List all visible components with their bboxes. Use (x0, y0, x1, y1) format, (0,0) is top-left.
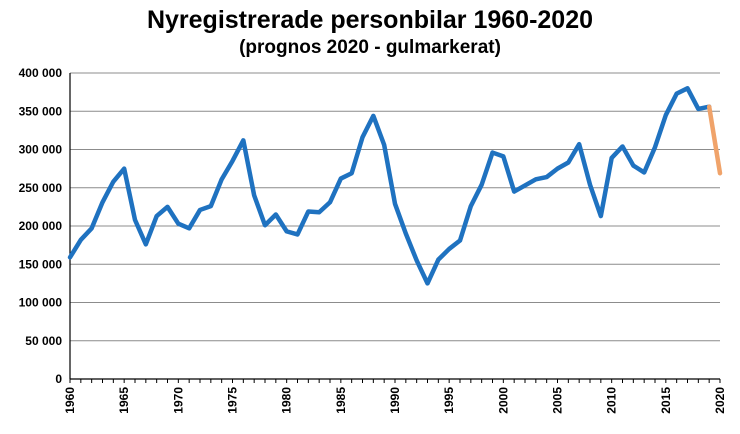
y-tick-label: 50 000 (25, 334, 62, 348)
x-tick-label: 1990 (388, 387, 402, 414)
chart-subtitle: (prognos 2020 - gulmarkerat) (239, 37, 501, 58)
x-tick-label: 1970 (171, 387, 185, 414)
series-line-actual (67, 86, 712, 286)
y-tick-label: 100 000 (19, 296, 63, 310)
x-tick-label: 1960 (63, 387, 77, 414)
x-tick-label: 1980 (280, 387, 294, 414)
y-tick-label: 350 000 (19, 104, 63, 118)
series-line-forecast (706, 104, 723, 176)
y-tick-label: 0 (55, 372, 62, 386)
chart-title: Nyregistrerade personbilar 1960-2020 (146, 6, 594, 34)
x-tick-label: 2015 (659, 387, 673, 414)
y-tick-label: 150 000 (19, 257, 63, 271)
x-tick-label: 2005 (551, 387, 565, 414)
x-tick-label: 2000 (496, 387, 510, 414)
y-tick-label: 250 000 (19, 181, 63, 195)
x-tick-label: 1985 (334, 387, 348, 414)
x-tick-label: 1965 (117, 387, 131, 414)
x-tick-label: 2010 (605, 387, 619, 414)
y-tick-label: 200 000 (19, 219, 63, 233)
y-tick-label: 300 000 (19, 143, 63, 157)
x-tick-label: 2020 (713, 387, 727, 414)
x-tick-label: 1975 (226, 387, 240, 414)
x-tick-label: 1995 (442, 387, 456, 414)
y-tick-label: 400 000 (19, 66, 63, 80)
